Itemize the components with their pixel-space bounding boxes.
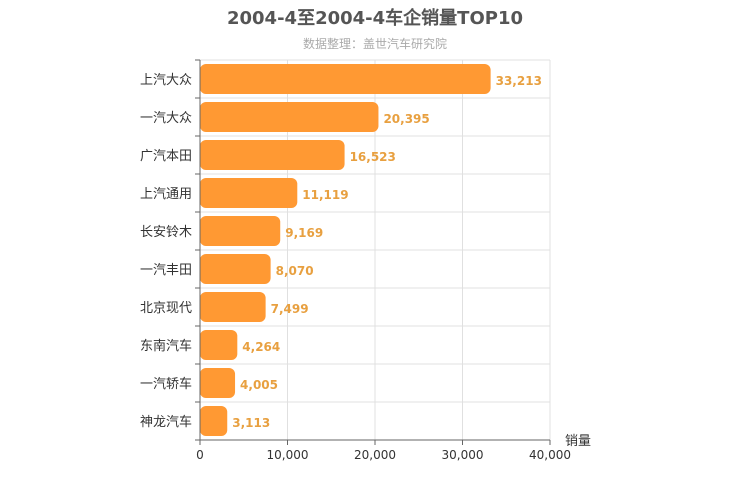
x-tick-label: 20,000 xyxy=(354,448,396,462)
bar xyxy=(200,406,228,436)
category-label: 一汽大众 xyxy=(140,111,192,126)
value-label: 16,523 xyxy=(350,150,396,164)
x-tick-label: 30,000 xyxy=(442,448,484,462)
category-label: 北京现代 xyxy=(140,301,192,316)
chart-title: 2004-4至2004-4车企销量TOP10 xyxy=(227,7,523,29)
labels-layer: 上汽大众 33,213 一汽大众 20,395 广汽本田 16,523 上汽通用 11,119… xyxy=(140,73,542,430)
chart-subtitle: 数据整理：盖世汽车研究院 xyxy=(303,36,447,51)
value-label: 8,070 xyxy=(276,264,314,278)
bar xyxy=(200,140,345,170)
bar xyxy=(200,216,281,246)
category-label: 一汽丰田 xyxy=(140,263,192,278)
value-label: 3,113 xyxy=(232,416,270,430)
value-label: 7,499 xyxy=(271,302,309,316)
category-label: 东南汽车 xyxy=(140,338,192,354)
x-axis-title: 销量 xyxy=(565,434,591,449)
bar xyxy=(200,254,271,284)
value-label: 20,395 xyxy=(383,112,429,126)
bar xyxy=(200,64,491,94)
category-label: 广汽本田 xyxy=(140,149,192,164)
category-label: 一汽轿车 xyxy=(140,376,192,392)
bar xyxy=(200,368,236,398)
category-label: 上汽通用 xyxy=(140,187,192,202)
category-label: 长安铃木 xyxy=(140,225,192,240)
value-label: 33,213 xyxy=(496,74,542,88)
x-tick-label: 10,000 xyxy=(267,448,309,462)
x-tick-label: 40,000 xyxy=(529,448,571,462)
value-label: 4,264 xyxy=(242,340,280,354)
category-label: 神龙汽车 xyxy=(140,414,192,430)
bar xyxy=(200,292,266,322)
bar xyxy=(200,330,238,360)
axis-layer: 0 10,000 20,000 30,000 40,000 xyxy=(195,59,571,462)
value-label: 11,119 xyxy=(302,188,348,202)
category-label: 上汽大众 xyxy=(140,73,192,88)
bars-layer xyxy=(200,64,491,436)
x-tick-label: 0 xyxy=(196,448,204,462)
grid-layer xyxy=(200,59,551,441)
bar xyxy=(200,102,379,132)
value-label: 4,005 xyxy=(240,378,278,392)
bar xyxy=(200,178,298,208)
value-label: 9,169 xyxy=(285,226,323,240)
